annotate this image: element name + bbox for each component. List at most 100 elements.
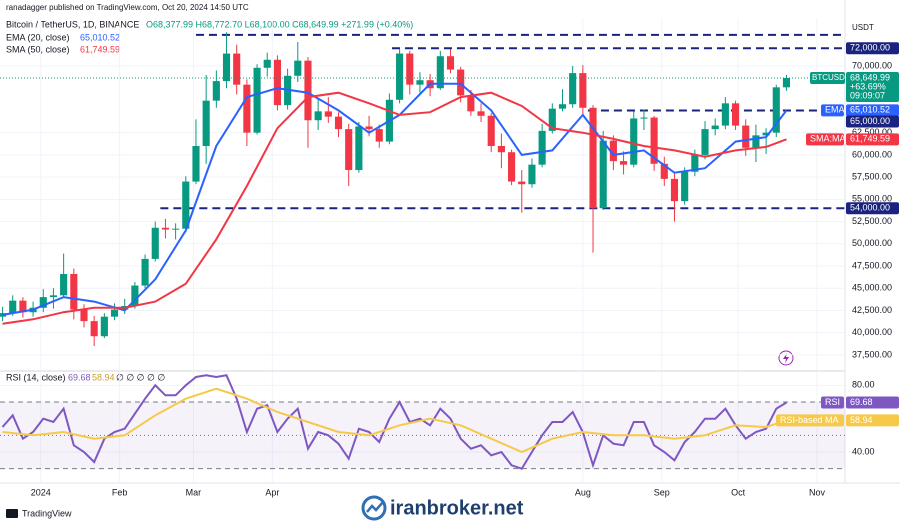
candle-body [222, 53, 231, 82]
candle-body [670, 178, 679, 202]
countdown-label: 09:09:07 [850, 90, 885, 100]
candle-body [589, 107, 597, 209]
symbol-label: BTCUSDT [812, 73, 850, 82]
watermark-logo-arrow [366, 501, 384, 513]
candle-body [243, 84, 251, 133]
x-tick-label: Feb [112, 487, 128, 497]
candle-body [518, 181, 526, 185]
y-tick-label: 60,000.00 [852, 149, 892, 159]
ema-legend-value: 65,010.52 [80, 32, 120, 42]
candle-body [161, 227, 169, 230]
candle-body [19, 300, 27, 313]
symbol-line: Bitcoin / TetherUS, 1D, BINANCE [6, 19, 139, 29]
y-tick-label: 50,000.00 [852, 238, 892, 248]
candle-body [172, 228, 180, 230]
rsi-ma-legend-value: 58.94 [92, 372, 115, 382]
candle-body [202, 100, 210, 146]
candle-body [60, 274, 68, 296]
y-tick-label: 40,000.00 [852, 327, 892, 337]
candle-body [487, 115, 495, 146]
candle-body [49, 295, 58, 298]
candle-body [416, 80, 424, 85]
candle-body [39, 297, 47, 308]
x-tick-label: Oct [731, 487, 746, 497]
series-tag [821, 396, 844, 409]
candle-body [762, 132, 770, 136]
y-tick-label: 80.00 [852, 380, 875, 390]
candle-body [721, 103, 729, 126]
x-tick-label: Aug [575, 487, 591, 497]
watermark: iranbroker.net [361, 495, 524, 521]
sma-legend: SMA (50, close) [6, 44, 70, 54]
candle-body [80, 309, 88, 322]
price-badge-label: 54,000.00 [850, 203, 890, 213]
currency: USDT [852, 23, 874, 32]
rsi-band [0, 402, 845, 469]
candle-body [620, 161, 628, 165]
y-tick-label: 45,000.00 [852, 283, 892, 293]
series-tag-label: EMA [825, 105, 845, 115]
price-badge-label: 58.94 [850, 415, 873, 425]
candle-body [742, 125, 750, 148]
indicator-line [2, 91, 787, 325]
candle-body [772, 87, 780, 133]
watermark-text: iranbroker.net [390, 497, 524, 519]
symbol-badge [810, 72, 845, 84]
price-badge [846, 396, 899, 409]
candle-body [355, 126, 363, 170]
y-tick-label: 57,500.00 [852, 171, 892, 181]
candle-body [324, 111, 332, 117]
candle-body [630, 118, 638, 165]
candle-body [731, 103, 740, 126]
y-tick-label: 62,500.00 [852, 127, 892, 137]
x-tick-label: 2024 [31, 487, 51, 497]
y-tick-label: 42,500.00 [852, 305, 892, 315]
candle-body [375, 129, 383, 142]
indicator-line [1, 374, 788, 470]
candle-body [640, 117, 648, 119]
candle-body [334, 116, 343, 130]
candle-body [782, 78, 791, 88]
price-badge [846, 133, 899, 146]
candle-body [691, 154, 699, 172]
price-badge-label: 69.68 [850, 397, 873, 407]
series-tag [776, 414, 844, 427]
candle-body [681, 171, 689, 202]
y-tick-label: 70,000.00 [852, 60, 892, 70]
rsi-legend-extra: ∅ ∅ ∅ ∅ ∅ [116, 372, 165, 382]
ema-legend: EMA (20, close) [6, 32, 70, 42]
price-badge [846, 104, 899, 117]
candle-body [9, 300, 17, 314]
candle-body [253, 67, 261, 133]
last-price-badge [846, 72, 899, 102]
candle-body [141, 258, 149, 286]
price-badge-label: 61,749.59 [850, 134, 890, 144]
x-tick-label: Sep [654, 487, 670, 497]
published-note: ranadagger published on TradingView.com,… [6, 3, 249, 12]
watermark-logo [361, 495, 387, 521]
candle-body [131, 285, 139, 306]
candle-body [365, 126, 373, 130]
price-badge-label: 65,010.52 [850, 105, 890, 115]
candle-body [528, 164, 536, 185]
alert-icon-bolt [783, 353, 789, 363]
series-tag-label: RSI [825, 397, 840, 407]
candle-body [609, 140, 617, 162]
candle-body [273, 59, 281, 106]
change-label: +63.69% [850, 81, 886, 91]
sma-legend-value: 61,749.59 [80, 44, 120, 54]
candle-body [558, 104, 567, 109]
candle-body [182, 181, 190, 229]
candle-body [263, 59, 271, 68]
brand-logo [6, 509, 18, 518]
candle-body [599, 140, 607, 209]
candle-body [467, 95, 475, 112]
series-tag-label: SMA:MA [810, 134, 846, 144]
candle-body [70, 274, 78, 310]
y-tick-label: 52,500.00 [852, 216, 892, 226]
candle-body [233, 53, 241, 85]
candle-body [457, 69, 465, 96]
last-price-label: 68,649.99 [850, 72, 890, 82]
